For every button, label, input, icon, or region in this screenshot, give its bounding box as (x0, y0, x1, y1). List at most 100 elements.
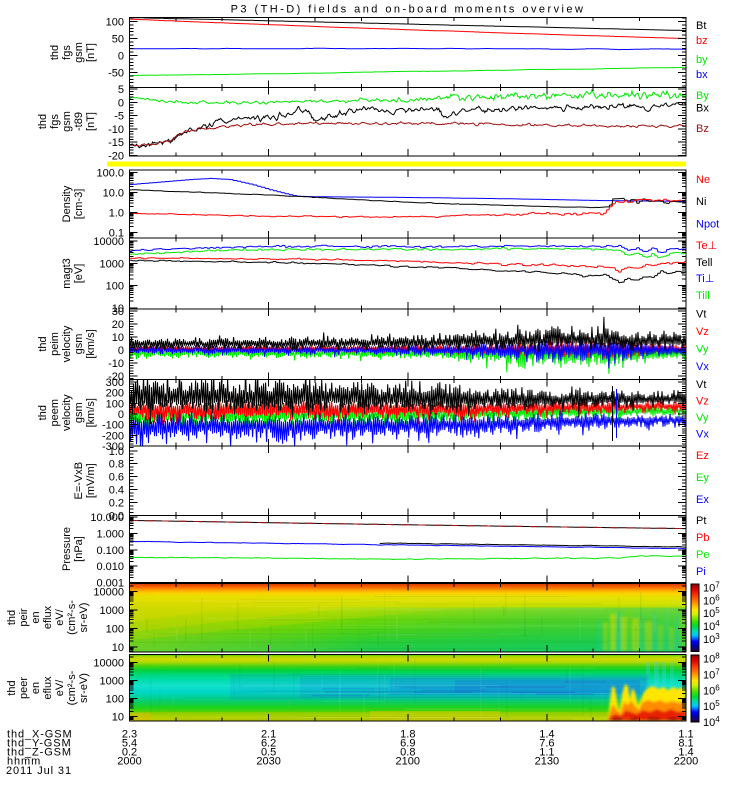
svg-text:0.001: 0.001 (96, 578, 124, 590)
svg-text:2000: 2000 (117, 756, 141, 768)
svg-text:thd_Y-GSM: thd_Y-GSM (7, 738, 72, 750)
svg-text:[nPa]: [nPa] (73, 536, 85, 562)
svg-text:Vt: Vt (696, 379, 706, 391)
svg-text:By: By (696, 90, 709, 102)
svg-text:2200: 2200 (674, 756, 698, 768)
svg-text:5.4: 5.4 (122, 738, 137, 750)
svg-text:gsm: gsm (73, 334, 85, 355)
svg-text:2011 Jul 31: 2011 Jul 31 (6, 765, 72, 777)
svg-text:thd: thd (37, 336, 49, 351)
svg-text:1000: 1000 (100, 258, 124, 270)
svg-text:Ex: Ex (696, 494, 709, 506)
svg-text:10000: 10000 (93, 587, 124, 599)
svg-text:7.6: 7.6 (539, 738, 554, 750)
svg-text:0.100: 0.100 (96, 545, 124, 557)
svg-text:300: 300 (106, 377, 124, 389)
svg-text:100.0: 100.0 (96, 168, 124, 180)
svg-text:0.5: 0.5 (261, 747, 276, 759)
svg-text:[cm-3]: [cm-3] (73, 189, 85, 220)
svg-text:peer: peer (18, 677, 30, 699)
svg-text:Vy: Vy (696, 412, 709, 424)
svg-text:thd: thd (6, 680, 18, 695)
svg-text:5: 5 (118, 84, 124, 96)
svg-text:peir: peir (18, 608, 30, 627)
svg-text:Pe: Pe (696, 549, 709, 561)
svg-text:en: en (30, 611, 42, 623)
svg-text:Till: Till (696, 290, 710, 302)
svg-text:0.010: 0.010 (96, 561, 124, 573)
svg-text:thd_Z-GSM: thd_Z-GSM (7, 747, 72, 759)
svg-text:-10: -10 (108, 358, 124, 370)
svg-text:10000: 10000 (93, 236, 124, 248)
svg-text:Ey: Ey (696, 472, 709, 484)
svg-text:-20: -20 (108, 151, 124, 163)
svg-text:0.0: 0.0 (109, 511, 124, 523)
svg-text:[nT]: [nT] (85, 43, 97, 62)
svg-text:gsm: gsm (73, 42, 85, 63)
svg-text:(cm²-s-: (cm²-s- (66, 670, 78, 705)
svg-text:-20: -20 (108, 371, 124, 383)
svg-text:Pt: Pt (696, 515, 706, 527)
svg-text:[eV]: [eV] (73, 264, 85, 284)
svg-text:10.000: 10.000 (90, 512, 124, 524)
svg-text:Ni: Ni (696, 196, 706, 208)
svg-text:velocity: velocity (61, 325, 73, 362)
svg-text:1.000: 1.000 (96, 528, 124, 540)
svg-text:100: 100 (106, 694, 124, 706)
svg-text:Vt: Vt (696, 309, 706, 321)
svg-text:2030: 2030 (256, 756, 280, 768)
svg-text:[km/s]: [km/s] (85, 329, 97, 358)
svg-text:Pressure: Pressure (61, 527, 73, 571)
svg-text:-50: -50 (108, 68, 124, 80)
svg-text:0.2: 0.2 (122, 747, 137, 759)
svg-text:2130: 2130 (535, 756, 559, 768)
svg-text:Vx: Vx (696, 429, 709, 441)
svg-text:[km/s]: [km/s] (85, 398, 97, 427)
svg-text:fgs: fgs (49, 114, 61, 129)
svg-text:6.2: 6.2 (261, 738, 276, 750)
svg-text:0.8: 0.8 (109, 459, 124, 471)
svg-text:gsm: gsm (73, 402, 85, 423)
svg-text:eV/: eV/ (54, 679, 66, 696)
svg-text:[mV/m]: [mV/m] (85, 463, 97, 498)
svg-text:gsm: gsm (61, 111, 73, 132)
svg-text:magt3: magt3 (61, 258, 73, 289)
svg-text:2100: 2100 (396, 756, 420, 768)
svg-text:10: 10 (112, 642, 124, 654)
svg-text:bx: bx (696, 69, 708, 81)
svg-text:30: 30 (112, 306, 124, 318)
svg-text:peem: peem (49, 399, 61, 427)
svg-text:(cm²-s-: (cm²-s- (66, 600, 78, 635)
svg-text:1.4: 1.4 (678, 747, 693, 759)
svg-text:1000: 1000 (100, 605, 124, 617)
svg-text:1.0: 1.0 (109, 208, 124, 220)
svg-text:Npot: Npot (696, 219, 719, 231)
svg-text:100: 100 (106, 398, 124, 410)
svg-text:Bx: Bx (696, 103, 709, 115)
svg-text:eV/: eV/ (54, 608, 66, 625)
svg-text:-200: -200 (102, 430, 124, 442)
svg-text:1.1: 1.1 (539, 747, 554, 759)
svg-text:Pi: Pi (696, 566, 706, 578)
svg-text:0: 0 (118, 51, 124, 63)
svg-text:0.6: 0.6 (109, 472, 124, 484)
svg-text:hhmm: hhmm (7, 756, 41, 768)
svg-text:Bz: Bz (696, 123, 709, 135)
svg-text:velocity: velocity (61, 394, 73, 431)
svg-text:Bt: Bt (696, 20, 706, 32)
svg-text:0: 0 (118, 409, 124, 421)
svg-text:eflux: eflux (42, 676, 54, 700)
svg-text:Ez: Ez (696, 450, 709, 462)
svg-text:thd: thd (37, 405, 49, 420)
svg-text:-100: -100 (102, 420, 124, 432)
svg-text:2.1: 2.1 (261, 729, 276, 741)
svg-text:thd_X-GSM: thd_X-GSM (7, 729, 73, 741)
svg-text:Tell: Tell (696, 257, 713, 269)
svg-text:peim: peim (49, 332, 61, 356)
svg-text:10: 10 (112, 332, 124, 344)
svg-text:200: 200 (106, 388, 124, 400)
svg-text:thd: thd (37, 114, 49, 129)
svg-text:bz: bz (696, 35, 708, 47)
svg-text:Vy: Vy (696, 343, 709, 355)
svg-text:-5: -5 (114, 111, 124, 123)
